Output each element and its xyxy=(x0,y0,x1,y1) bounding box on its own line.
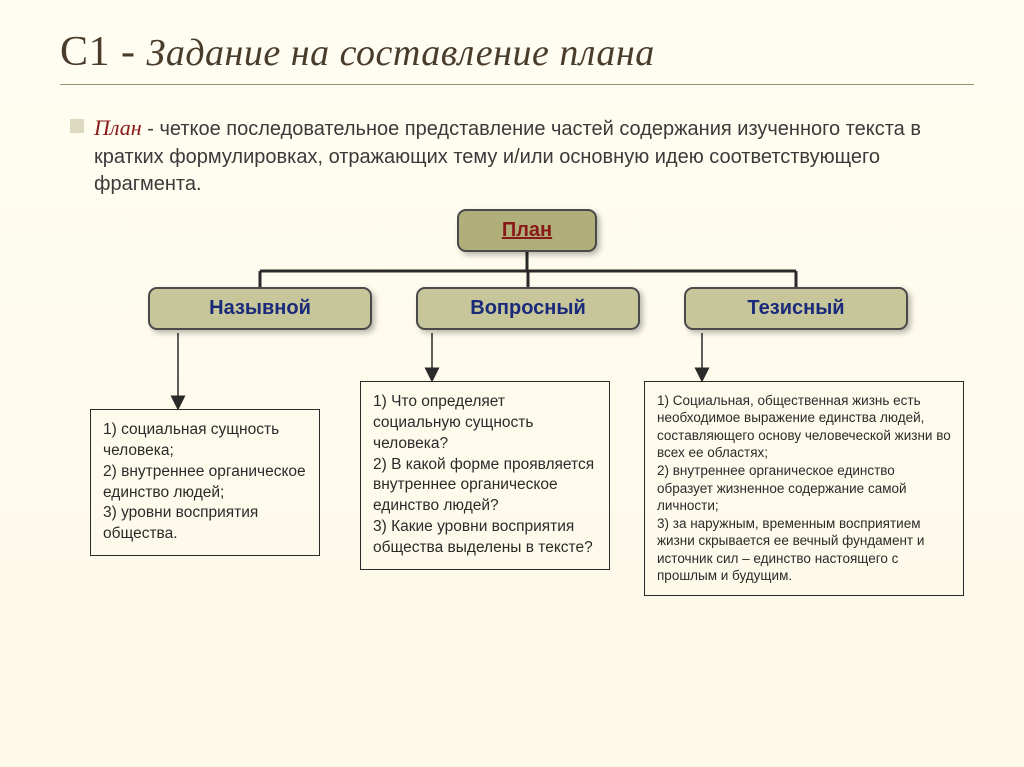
definition-body: четкое последовательное представление ча… xyxy=(94,118,921,195)
detail-box-2: 1) Социальная, общественная жизнь есть н… xyxy=(644,381,964,596)
plan-diagram: План Назывной Вопросный Тезисный 1) социальн… xyxy=(60,209,974,749)
slide-title: С1 - Задание на составление плана xyxy=(60,28,974,76)
detail-box-0: 1) социальная сущность человека; 2) внут… xyxy=(90,409,320,557)
title-prefix: С1 - xyxy=(60,29,147,75)
title-underline xyxy=(60,84,974,85)
child-node-1: Вопросный xyxy=(416,287,640,330)
child-node-2: Тезисный xyxy=(684,287,908,330)
bullet-icon xyxy=(70,119,84,133)
child-node-0: Назывной xyxy=(148,287,372,330)
definition-block: План - четкое последовательное представл… xyxy=(60,113,974,199)
detail-box-1: 1) Что определяет социальную сущность че… xyxy=(360,381,610,570)
root-node: План xyxy=(457,209,597,252)
title-text: Задание на составление плана xyxy=(147,32,655,74)
definition-dash: - xyxy=(142,118,160,140)
definition-text: План - четкое последовательное представл… xyxy=(94,113,974,199)
definition-term: План xyxy=(94,115,142,140)
